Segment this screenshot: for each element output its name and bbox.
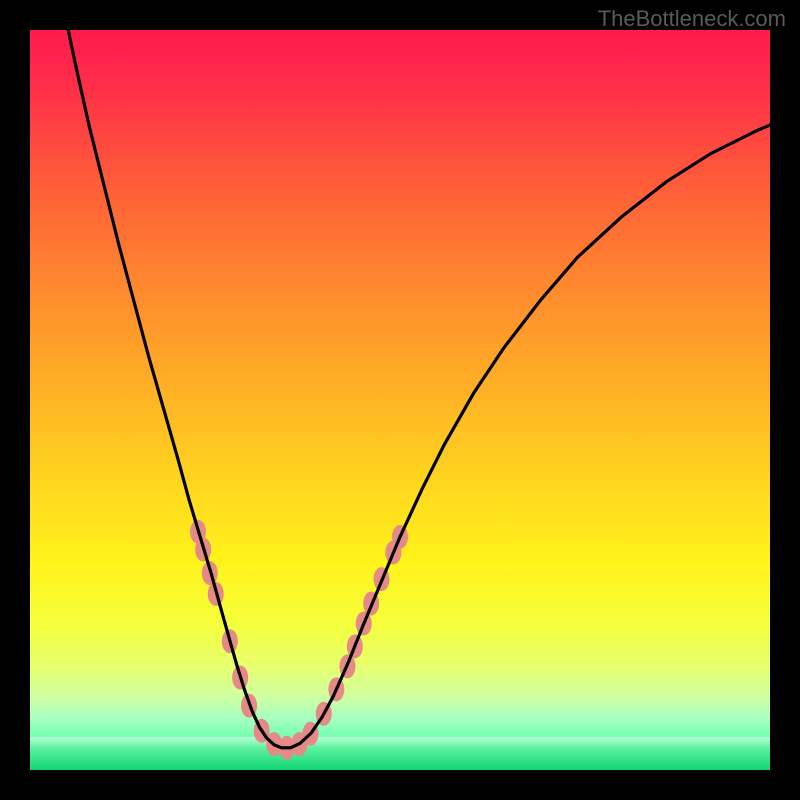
curve-layer	[30, 30, 770, 770]
plot-area	[30, 30, 770, 770]
marker-group	[190, 520, 408, 760]
bottleneck-curve	[62, 30, 770, 748]
chart-stage: TheBottleneck.com	[0, 0, 800, 800]
watermark-text: TheBottleneck.com	[598, 6, 786, 32]
